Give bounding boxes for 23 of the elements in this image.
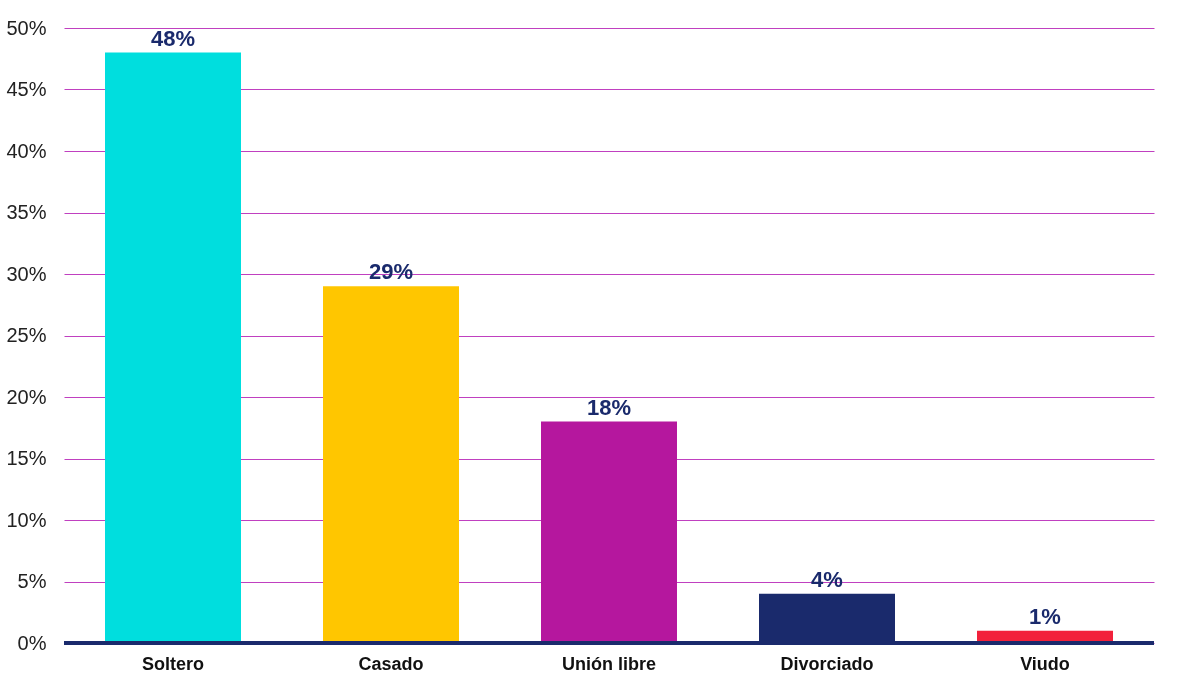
data-label: 1% bbox=[1029, 603, 1061, 629]
y-tick-label: 20% bbox=[6, 385, 47, 408]
x-tick-label: Unión libre bbox=[562, 653, 656, 674]
bar bbox=[323, 286, 459, 643]
data-label: 18% bbox=[586, 394, 632, 420]
bar bbox=[105, 52, 241, 643]
bar bbox=[759, 593, 895, 643]
y-tick-label: 50% bbox=[6, 16, 47, 39]
y-tick-label: 0% bbox=[17, 631, 47, 654]
y-tick-label: 10% bbox=[6, 508, 47, 531]
y-tick-label: 5% bbox=[17, 570, 47, 592]
y-tick-label: 45% bbox=[6, 78, 47, 100]
y-tick-label: 35% bbox=[6, 201, 47, 223]
x-tick-label: Divorciado bbox=[780, 653, 874, 674]
bar bbox=[541, 421, 677, 643]
data-label: 48% bbox=[150, 25, 196, 51]
x-tick-label: Soltero bbox=[141, 653, 205, 674]
x-tick-label: Casado bbox=[358, 653, 424, 674]
y-tick-label: 25% bbox=[6, 324, 47, 346]
y-tick-label: 40% bbox=[6, 139, 47, 162]
x-tick-label: Viudo bbox=[1020, 653, 1070, 674]
y-tick-label: 15% bbox=[6, 447, 47, 469]
y-tick-label: 30% bbox=[6, 262, 47, 285]
